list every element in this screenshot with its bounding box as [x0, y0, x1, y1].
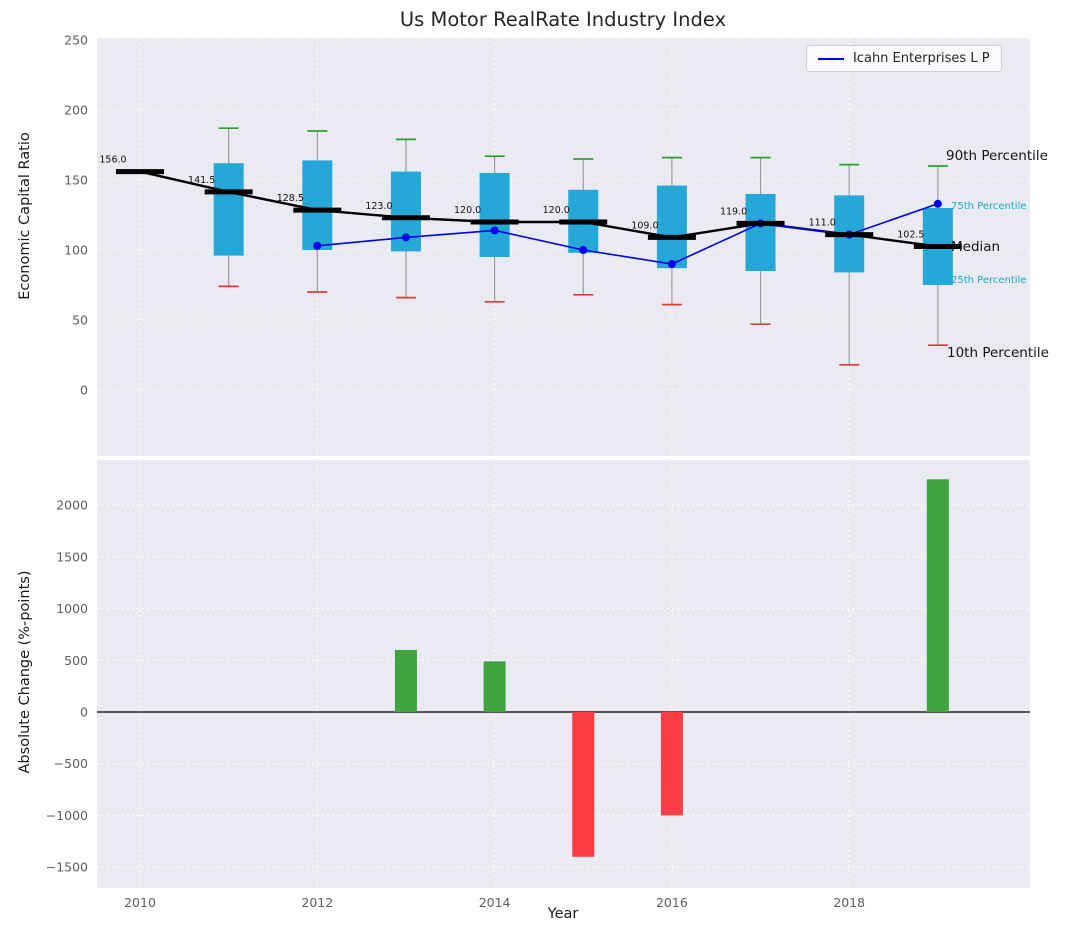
- legend-label: Icahn Enterprises L P: [853, 51, 990, 66]
- y-tick-label: 200: [64, 103, 88, 118]
- y-tick-label: 1500: [56, 549, 88, 564]
- iqr-box: [302, 160, 333, 250]
- change-bar: [660, 712, 683, 816]
- chart-title: Us Motor RealRate Industry Index: [399, 8, 727, 31]
- bottom-plot-background: [97, 460, 1030, 888]
- median-value-label: 109.0: [631, 220, 658, 231]
- annotation-median: Median: [951, 239, 1001, 255]
- change-bar: [394, 649, 417, 712]
- y-tick-label: 50: [72, 313, 88, 328]
- x-tick-label: 2014: [479, 895, 511, 910]
- median-value-label: 141.5: [188, 175, 215, 186]
- median-value-label: 128.5: [277, 193, 304, 204]
- median-value-label: 119.0: [720, 206, 747, 217]
- x-tick-label: 2018: [833, 895, 865, 910]
- median-value-label: 123.0: [365, 201, 392, 212]
- y-tick-label: −500: [54, 756, 88, 771]
- x-tick-label: 2012: [301, 895, 333, 910]
- y-tick-label: 1000: [56, 601, 88, 616]
- company-series-point: [933, 199, 942, 208]
- top-y-axis-label: Economic Capital Ratio: [17, 132, 33, 300]
- y-tick-label: 150: [64, 173, 88, 188]
- annotation-25th-percentile: 25th Percentile: [951, 275, 1027, 286]
- iqr-box: [656, 185, 687, 269]
- company-series-point: [667, 260, 676, 268]
- iqr-box: [479, 173, 510, 257]
- y-tick-label: 250: [64, 33, 88, 48]
- median-value-label: 102.5: [897, 230, 924, 241]
- y-tick-label: −1000: [46, 808, 88, 823]
- y-tick-label: 500: [64, 653, 88, 668]
- company-series-point: [490, 226, 499, 235]
- median-value-label: 111.0: [809, 218, 836, 229]
- change-bar: [483, 661, 506, 712]
- iqr-box: [745, 194, 776, 271]
- legend: Icahn Enterprises L P: [806, 45, 1002, 72]
- median-value-label: 120.0: [454, 205, 481, 216]
- y-tick-label: 100: [64, 243, 88, 258]
- company-series-point: [579, 246, 588, 254]
- y-tick-label: 2000: [56, 498, 88, 513]
- annotation-75th-percentile: 75th Percentile: [951, 201, 1027, 212]
- iqr-box: [213, 163, 244, 256]
- y-tick-label: 0: [80, 383, 88, 398]
- annotation-90th-percentile: 90th Percentile: [946, 148, 1048, 164]
- median-value-label: 156.0: [99, 155, 126, 166]
- x-axis-label: Year: [547, 906, 579, 922]
- x-tick-label: 2016: [656, 895, 688, 910]
- company-series-point: [401, 233, 410, 242]
- legend-line-sample-icon: [818, 57, 844, 60]
- bottom-y-axis-label: Absolute Change (%-points): [17, 570, 33, 774]
- x-tick-label: 2010: [124, 895, 156, 910]
- annotation-10th-percentile: 10th Percentile: [947, 345, 1049, 361]
- median-value-label: 120.0: [543, 205, 570, 216]
- change-bar: [926, 479, 949, 712]
- y-tick-label: −1500: [46, 860, 88, 875]
- top-plot-background: [97, 38, 1030, 456]
- change-bar: [572, 712, 595, 857]
- company-series-point: [313, 241, 322, 250]
- y-tick-label: 0: [80, 705, 88, 720]
